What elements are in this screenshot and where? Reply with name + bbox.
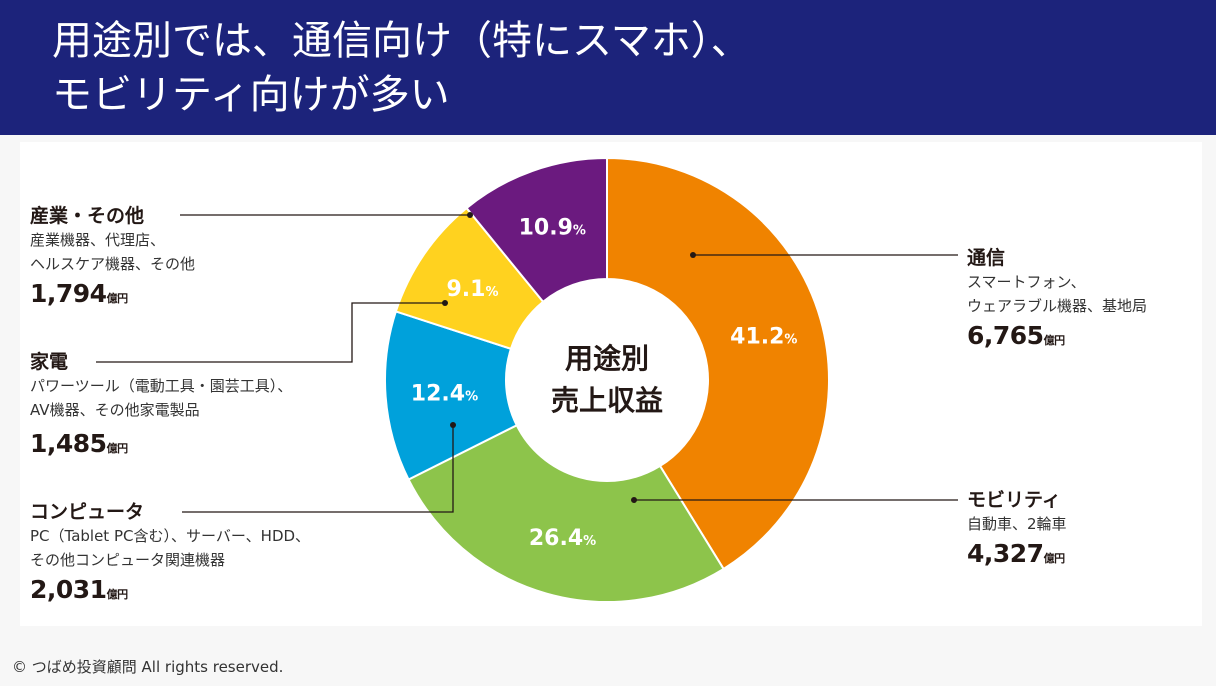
title-line-1: 用途別では、通信向け（特にスマホ）、 xyxy=(52,18,751,64)
slice-pct-label: 12.4% xyxy=(411,381,478,406)
slice-pct-label: 41.2% xyxy=(730,325,797,350)
label-amount: 1,485 xyxy=(30,429,107,458)
label-amount: 1,794 xyxy=(30,279,107,308)
slice-0 xyxy=(606,156,830,571)
leader-line xyxy=(96,302,445,363)
slice-pct-label: 9.1% xyxy=(446,277,498,302)
center-label-1: 用途別 xyxy=(565,342,649,375)
slide-title: 用途別では、通信向け（特にスマホ）、 モビリティ向けが多い xyxy=(52,14,751,122)
label-desc: AV機器、その他家電製品 xyxy=(30,401,200,419)
slice-1 xyxy=(407,423,725,603)
leader-dot xyxy=(467,212,473,218)
label-unit: 億円 xyxy=(106,292,129,305)
label-unit: 億円 xyxy=(1043,334,1066,347)
label-computer: コンピュータ PC（Tablet PC含む）、サーバー、HDD、 その他コンピュ… xyxy=(30,500,310,613)
label-unit: 億円 xyxy=(106,588,129,601)
slice-4 xyxy=(465,156,608,304)
label-desc: 自動車、2輪車 xyxy=(967,515,1067,533)
label-name: コンピュータ xyxy=(30,501,145,523)
label-mobility: モビリティ 自動車、2輪車 4,327億円 xyxy=(967,488,1067,577)
center-label-2: 売上収益 xyxy=(551,384,663,417)
label-unit: 億円 xyxy=(106,442,129,455)
leader-dot xyxy=(442,300,448,306)
label-name: 家電 xyxy=(30,351,69,373)
slice-pct-label: 10.9% xyxy=(519,215,586,240)
label-desc: その他コンピュータ関連機器 xyxy=(30,551,226,569)
leader-dot xyxy=(450,422,456,428)
leader-dot xyxy=(631,497,637,503)
label-name: モビリティ xyxy=(967,489,1061,511)
label-desc: ヘルスケア機器、その他 xyxy=(30,255,196,273)
label-appliance: 家電 パワーツール（電動工具・園芸工具）、 AV機器、その他家電製品 1,485… xyxy=(30,350,292,467)
label-desc: PC（Tablet PC含む）、サーバー、HDD、 xyxy=(30,527,311,545)
leader-dot xyxy=(690,252,696,258)
label-industrial: 産業・その他 産業機器、代理店、 ヘルスケア機器、その他 1,794億円 xyxy=(30,204,195,317)
label-telecom: 通信 スマートフォン、 ウェアラブル機器、基地局 6,765億円 xyxy=(967,246,1147,359)
title-line-2: モビリティ向けが多い xyxy=(52,72,450,118)
leader-line xyxy=(182,425,454,513)
label-amount: 6,765 xyxy=(967,321,1044,350)
label-amount: 2,031 xyxy=(30,575,107,604)
slice-pct-label: 26.4% xyxy=(529,526,596,551)
label-desc: スマートフォン、 xyxy=(967,273,1086,291)
label-desc: ウェアラブル機器、基地局 xyxy=(967,297,1148,315)
label-unit: 億円 xyxy=(1043,552,1066,565)
label-desc: パワーツール（電動工具・園芸工具）、 xyxy=(30,377,293,395)
label-desc: 産業機器、代理店、 xyxy=(30,231,166,249)
copyright: © つばめ投資顧問 All rights reserved. xyxy=(12,658,284,676)
title-banner: 用途別では、通信向け（特にスマホ）、 モビリティ向けが多い xyxy=(0,0,1216,135)
label-name: 通信 xyxy=(967,247,1006,269)
label-name: 産業・その他 xyxy=(30,205,145,227)
label-amount: 4,327 xyxy=(967,539,1044,568)
